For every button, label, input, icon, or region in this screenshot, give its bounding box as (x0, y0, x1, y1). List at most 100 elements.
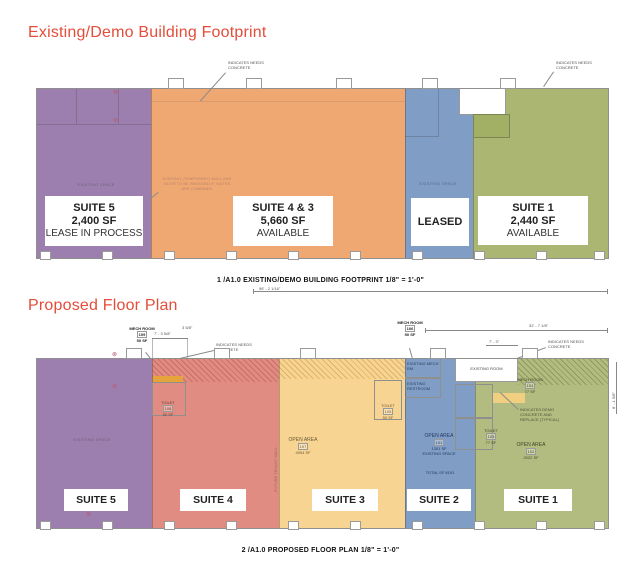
column-tick (246, 78, 262, 89)
room-number: 105 (382, 408, 394, 415)
dim-tick (607, 328, 608, 333)
suite1-toilet-label: TOILET 103 77 SF (476, 428, 506, 445)
suite-divider (475, 358, 476, 528)
suite-status: AVAILABLE (506, 227, 560, 239)
suite-name: SUITE 5 (73, 202, 115, 214)
future-tenant-wall-note: FUTURE TENANT WALL (273, 446, 278, 492)
mech109-callout: MECH ROOM 109 50 SF (128, 326, 156, 343)
suite-status: AVAILABLE (256, 228, 310, 239)
suite2-openarea-label: OPEN AREA 101 1301 SF EXISTING SPACE (408, 433, 470, 456)
column-tick (500, 78, 516, 89)
suite3-name-box: SUITE 3 (312, 489, 378, 511)
dim-overall-line (253, 291, 608, 292)
room-name: TOILET (161, 400, 175, 405)
column-tick (412, 251, 423, 260)
room-name: OPEN AREA (516, 442, 546, 448)
column-tick (594, 251, 605, 260)
suite2-mech-room (405, 358, 441, 378)
column-tick (474, 251, 485, 260)
concrete-note-right: INDICATES NEEDS CONCRETE (556, 60, 592, 70)
room-name: TOILET (484, 428, 498, 433)
column-tick (40, 251, 51, 260)
existing-space-note: EXISTING SPACE (77, 182, 115, 187)
wall-line (151, 101, 405, 102)
suite3-toilet-room (374, 380, 402, 420)
column-tick (168, 78, 184, 89)
door-symbol: ⊗ (113, 90, 119, 96)
room-number: 101 (433, 439, 445, 447)
plan1-caption: 1 /A1.0 EXISTING/DEMO BUILDING FOOTPRINT… (217, 277, 424, 284)
suite-divider (405, 88, 406, 258)
column-tick (536, 251, 547, 260)
dim-right-h: 8' - 1 5/8" (611, 391, 616, 410)
suite-area: 2,440 SF (510, 214, 556, 227)
demo-concrete-note: INDICATES DEMO CONCRETE AND REPLACE (TYP… (520, 407, 560, 422)
room-name: MECH ROOM (129, 326, 155, 331)
dim-right-line (616, 362, 617, 414)
suite2-name-box: SUITE 2 (407, 489, 471, 511)
suite3-toilet-label: TOILET 105 50 SF (374, 403, 402, 420)
suite-name: SUITE 1 (512, 201, 554, 214)
plan1-title: Existing/Demo Building Footprint (28, 24, 267, 41)
suite4-name-box: SUITE 4 (180, 489, 246, 511)
column-tick (214, 348, 230, 359)
dim-mech-line (152, 338, 188, 339)
column-tick (336, 78, 352, 89)
room-number: 103 (485, 433, 497, 440)
column-tick (350, 521, 361, 530)
column-tick (102, 521, 113, 530)
room-area: 2022 SF (523, 455, 539, 461)
suite-status: LEASE IN PROCESS (45, 228, 143, 239)
suite-name: LEASED (417, 215, 463, 228)
column-tick (430, 348, 446, 359)
column-tick (422, 78, 438, 89)
dim-overall: 98' - 2 1/16" (258, 286, 282, 291)
suite1-name-box: SUITE 1 (504, 489, 572, 511)
room-area: 50 SF (136, 338, 148, 343)
suite2-total-note: TOTAL SF 8191 (425, 470, 455, 475)
concrete-note-right2: INDICATES NEEDS CONCRETE (548, 339, 584, 349)
concrete-note-left: INDICATES NEEDS CONCRETE (228, 60, 264, 70)
room-number: 102 (525, 448, 537, 456)
plan2-title: Proposed Floor Plan (28, 297, 178, 314)
existing-space-note: EXISTING SPACE (419, 181, 457, 186)
column-tick (226, 251, 237, 260)
column-tick (126, 348, 142, 359)
room-area: 50 SF (382, 415, 394, 420)
plan1-entry-notch (459, 88, 506, 115)
suite-name: SUITE 4 & 3 (252, 202, 314, 214)
suite3-hatch-band (279, 358, 405, 379)
column-tick (164, 251, 175, 260)
suite2-restroom-note: EXISTING RESTROOM (407, 381, 431, 391)
suite-area: 5,660 SF (260, 215, 306, 227)
plan1-entry-step (473, 114, 510, 138)
wall-line (76, 88, 77, 124)
dim-mech-w: 7' - 3 5/8" (153, 331, 172, 336)
plan2-caption: 2 /A1.0 PROPOSED FLOOR PLAN 1/8" = 1'-0" (241, 547, 400, 554)
suite5-name-box: SUITE 5 (64, 489, 128, 511)
room-name: MECH ROOM (517, 377, 543, 382)
suite-divider (473, 114, 474, 258)
room-number: 104 (524, 382, 536, 389)
column-tick (412, 521, 423, 530)
suite3-openarea-label: OPEN AREA 107 4954 SF (281, 437, 325, 455)
suite1-mech-label: MECH ROOM 104 77 SF (514, 377, 546, 394)
dim-ext (187, 338, 188, 358)
door-symbol: ⊗ (112, 384, 118, 390)
dim-tick (607, 289, 608, 294)
suite1-hatch-band (518, 358, 608, 385)
room-area: 50 SF (404, 332, 416, 337)
dim-rightspan-line (425, 330, 608, 331)
suite4-concrete-strip (153, 376, 183, 382)
column-tick (474, 521, 485, 530)
suite1-mech-room (455, 384, 493, 418)
column-tick (288, 521, 299, 530)
column-tick (164, 521, 175, 530)
room-number: 108 (162, 405, 174, 412)
room-area: 4954 SF (295, 450, 311, 456)
leased-label-box: LEASED (411, 198, 469, 246)
door-symbol: ⊗ (112, 352, 118, 358)
dim-room-line (486, 345, 518, 346)
wall-line (118, 88, 119, 124)
